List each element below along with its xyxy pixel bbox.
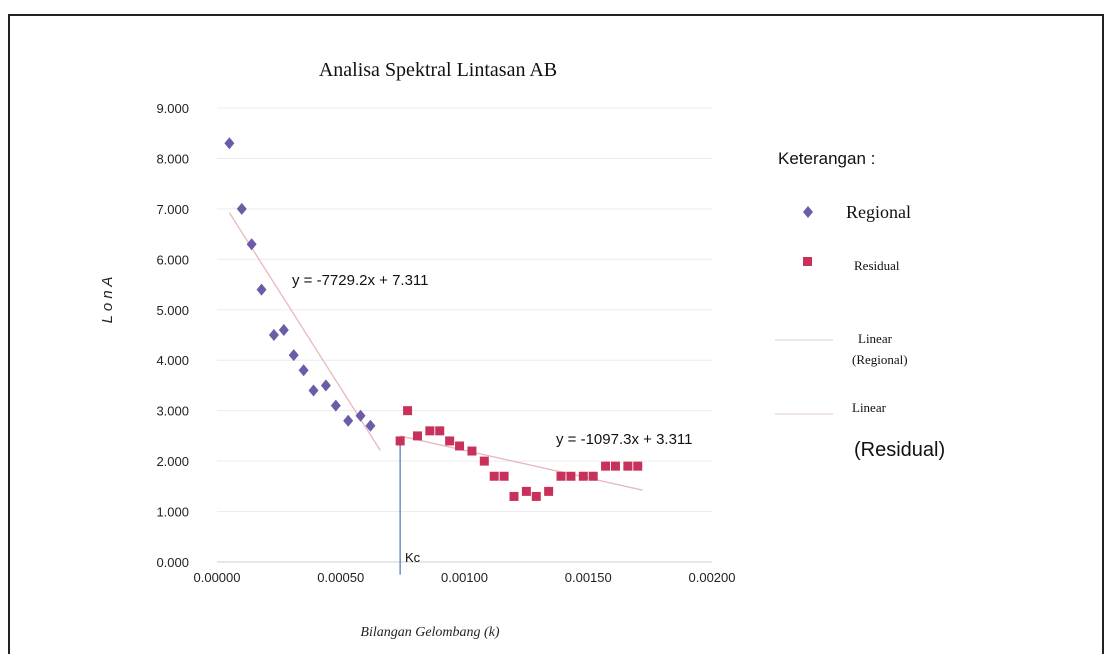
residual-point — [445, 436, 455, 446]
y-tick-label: 7.000 — [156, 202, 189, 217]
x-tick-label: 0.00000 — [194, 570, 241, 585]
residual-point — [479, 456, 489, 466]
kc-label: Kc — [405, 550, 421, 565]
residual-point — [633, 461, 643, 471]
regional-point — [268, 329, 279, 341]
legend-linear-residual-label-1: Linear — [852, 400, 887, 415]
grid-lines — [217, 107, 712, 563]
residual-point — [588, 471, 598, 481]
y-tick-label: 0.000 — [156, 555, 189, 570]
legend-regional-label: Regional — [846, 202, 911, 222]
y-tick-label: 3.000 — [156, 404, 189, 419]
legend-regional-marker — [803, 206, 813, 218]
y-tick-label: 4.000 — [156, 353, 189, 368]
regional-point — [308, 384, 319, 397]
x-tick-label: 0.00050 — [317, 570, 364, 585]
y-tick-label: 2.000 — [156, 454, 189, 469]
residual-point — [601, 461, 611, 471]
y-axis-label: L o n A — [99, 277, 116, 324]
x-tick-label: 0.00200 — [689, 570, 736, 585]
legend-residual-label: Residual — [854, 258, 900, 273]
residual-point — [531, 491, 541, 501]
residual-point — [403, 406, 413, 416]
legend-title: Keterangan : — [778, 149, 875, 168]
equation-residual: y = -1097.3x + 3.311 — [556, 431, 693, 448]
residual-point — [455, 441, 465, 451]
chart-frame — [8, 14, 1104, 654]
y-tick-label: 5.000 — [156, 303, 189, 318]
residual-point — [509, 491, 519, 501]
residual-point — [425, 426, 435, 436]
legend-residual-marker — [803, 257, 812, 266]
trendline-regional — [228, 212, 381, 451]
legend: Keterangan : Regional Residual Linear (R… — [775, 149, 945, 461]
legend-linear-regional-label-1: Linear — [858, 331, 893, 346]
regional-point — [320, 379, 331, 392]
y-tick-label: 6.000 — [156, 252, 189, 267]
residual-point — [556, 471, 566, 481]
regional-point — [365, 419, 376, 432]
chart-title: Analisa Spektral Lintasan AB — [319, 59, 557, 81]
equation-regional: y = -7729.2x + 7.311 — [292, 272, 429, 289]
x-tick-label: 0.00150 — [565, 570, 612, 585]
regional-point — [343, 414, 354, 427]
x-tick-label: 0.00100 — [441, 570, 488, 585]
regional-point — [256, 283, 267, 296]
residual-point — [623, 461, 633, 471]
trendline-residual — [400, 435, 643, 491]
residual-point — [395, 436, 405, 446]
y-tick-label: 9.000 — [156, 101, 189, 116]
residual-point — [412, 431, 422, 441]
residual-point — [578, 471, 588, 481]
trendlines — [228, 212, 643, 491]
regional-point — [288, 349, 299, 362]
regional-point — [224, 137, 235, 150]
residual-point — [544, 486, 554, 496]
legend-linear-regional-label-2: (Regional) — [852, 352, 908, 367]
residual-point — [521, 486, 531, 496]
residual-point — [566, 471, 576, 481]
axis-ticks: 0.000 1.000 2.000 3.000 4.000 5.000 6.000 7.000… — [156, 101, 735, 585]
x-axis-label: Bilangan Gelombang (k) — [360, 625, 500, 640]
residual-point — [435, 426, 445, 436]
regional-point — [298, 364, 309, 377]
regional-point — [355, 409, 366, 422]
residual-point — [499, 471, 509, 481]
data-points — [224, 137, 643, 501]
legend-linear-residual-label-2: (Residual) — [854, 439, 945, 461]
regional-point — [330, 399, 341, 412]
regional-point — [246, 238, 257, 251]
y-tick-label: 1.000 — [156, 505, 189, 520]
regional-point — [236, 202, 247, 215]
residual-point — [489, 471, 499, 481]
y-tick-label: 8.000 — [156, 151, 189, 166]
residual-point — [467, 446, 477, 456]
regional-point — [278, 323, 289, 336]
residual-point — [610, 461, 620, 471]
